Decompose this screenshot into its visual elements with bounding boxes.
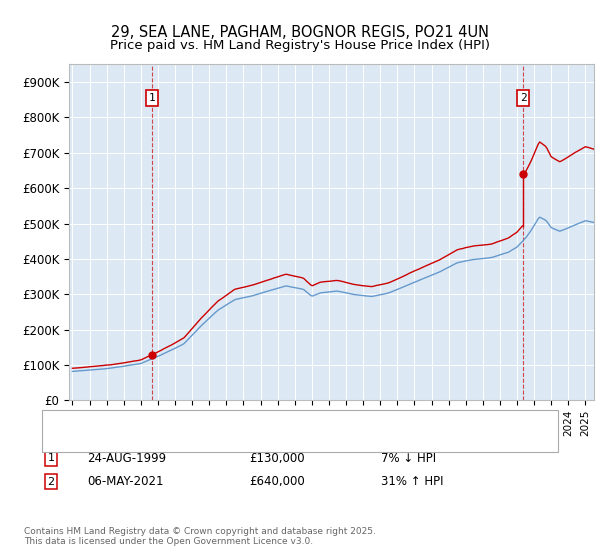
Text: 31% ↑ HPI: 31% ↑ HPI: [381, 475, 443, 488]
Text: ─────: ─────: [51, 418, 85, 427]
Text: 29, SEA LANE, PAGHAM, BOGNOR REGIS, PO21 4UN (detached house): 29, SEA LANE, PAGHAM, BOGNOR REGIS, PO21…: [87, 418, 477, 427]
Text: 1: 1: [47, 453, 55, 463]
Text: 7% ↓ HPI: 7% ↓ HPI: [381, 451, 436, 465]
Text: £640,000: £640,000: [249, 475, 305, 488]
Text: 2: 2: [520, 93, 526, 103]
Text: HPI: Average price, detached house, Arun: HPI: Average price, detached house, Arun: [87, 435, 320, 445]
Text: 06-MAY-2021: 06-MAY-2021: [87, 475, 163, 488]
Text: 2: 2: [47, 477, 55, 487]
Text: Price paid vs. HM Land Registry's House Price Index (HPI): Price paid vs. HM Land Registry's House …: [110, 39, 490, 52]
Text: ─────: ─────: [51, 435, 85, 445]
Text: Contains HM Land Registry data © Crown copyright and database right 2025.
This d: Contains HM Land Registry data © Crown c…: [24, 526, 376, 546]
Text: 29, SEA LANE, PAGHAM, BOGNOR REGIS, PO21 4UN: 29, SEA LANE, PAGHAM, BOGNOR REGIS, PO21…: [111, 25, 489, 40]
Text: 24-AUG-1999: 24-AUG-1999: [87, 451, 166, 465]
Text: £130,000: £130,000: [249, 451, 305, 465]
Text: 1: 1: [149, 93, 155, 103]
